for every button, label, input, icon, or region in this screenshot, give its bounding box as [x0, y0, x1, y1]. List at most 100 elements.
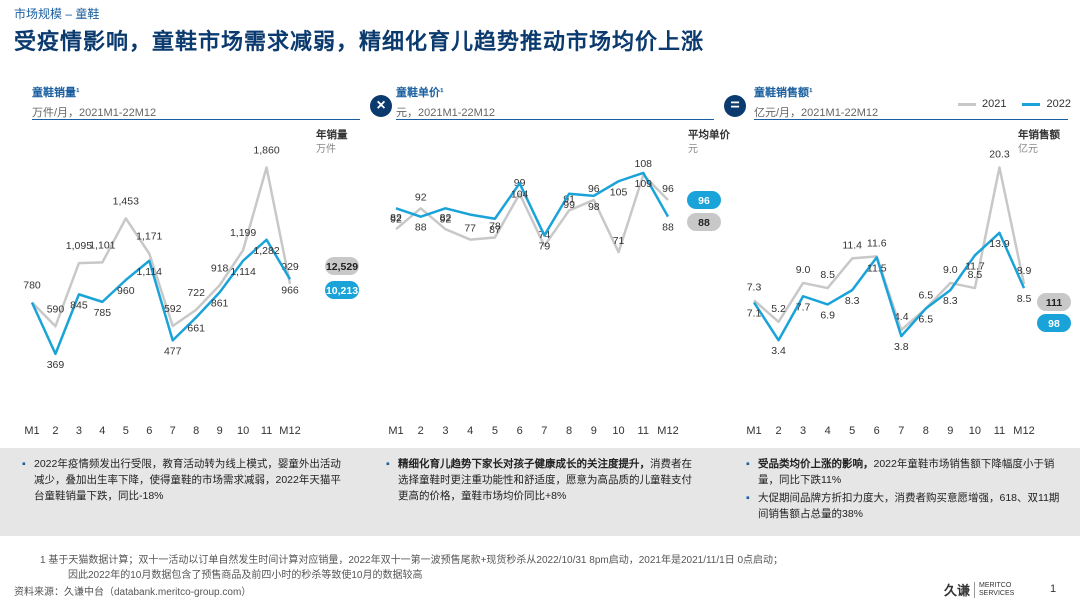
x-tick-label: 5: [492, 425, 498, 437]
annual-value-2022: 10,213: [326, 285, 358, 297]
note-item: ▪ 精细化育儿趋势下家长对孩子健康成长的关注度提升，消费者在选择童鞋时更注重功能…: [386, 456, 698, 504]
data-label-2022: 8.3: [845, 295, 860, 307]
data-label-2022: 11.5: [867, 262, 887, 274]
x-tick-label: 6: [146, 425, 152, 437]
data-label-2022: 966: [281, 284, 299, 296]
data-label-2022: 1,114: [137, 266, 163, 278]
bullet-icon: ▪: [22, 458, 26, 470]
data-label-2021: 11.4: [842, 239, 862, 251]
bullet-icon: ▪: [746, 492, 750, 504]
notes-band: [0, 448, 1080, 536]
data-label-2021: 1,199: [230, 227, 256, 239]
note-column-volume: ▪ 2022年疫情频发出行受限，教育活动转为线上模式，婴童外出活动减少，叠加出生…: [22, 456, 342, 506]
x-tick-label: 9: [217, 425, 223, 437]
annual-value-2021: 111: [1046, 297, 1063, 309]
x-tick-label: 11: [638, 425, 649, 437]
panel-title: 童鞋销售额¹: [754, 87, 813, 99]
x-tick-label: 10: [969, 425, 981, 437]
x-tick-label: M1: [746, 425, 761, 437]
x-tick-label: 8: [193, 425, 199, 437]
x-tick-label: 3: [800, 425, 806, 437]
data-label-2021: 96: [588, 183, 600, 195]
panel-title: 童鞋销量¹: [32, 87, 80, 99]
bullet-icon: ▪: [746, 458, 750, 470]
data-label-2022: 88: [662, 222, 674, 234]
data-label-2021: 722: [187, 287, 205, 299]
footnote-line: 1 基于天猫数据计算；双十一活动以订单自然发生时间计算对应销量，2022年双十一…: [40, 555, 784, 566]
note-text: 大促期间品牌方折扣力度大，消费者购买意愿增强，618、双11期间销售额占总量的3…: [758, 492, 1060, 520]
x-tick-label: 5: [849, 425, 855, 437]
annual-side-unit: 元: [688, 144, 698, 155]
panel-unit: 亿元/月，2021M1-22M12: [754, 107, 879, 119]
x-tick-label: M12: [1013, 425, 1034, 437]
annual-value-2021: 88: [698, 217, 710, 229]
series-line-2021: [31, 166, 292, 328]
x-tick-label: 3: [76, 425, 82, 437]
charts-canvas: M1 2 3 4 5 6 7 8 9 10 11 M127805901,0951,1011,4531,…: [23, 128, 1071, 437]
breadcrumb: 市场规模 – 童鞋: [14, 7, 100, 21]
x-tick-label: 8: [923, 425, 929, 437]
data-label-2021: 78: [489, 221, 501, 233]
data-label-2022: 88: [415, 222, 427, 234]
page-title: 受疫情影响，童鞋市场需求减弱，精细化育儿趋势推动市场均价上涨: [14, 29, 705, 54]
logo-en-line: SERVICES: [979, 589, 1015, 597]
data-label-2021: 1,453: [113, 195, 139, 207]
annual-value-2021: 12,529: [326, 261, 358, 273]
panel-title: 童鞋单价¹: [396, 87, 444, 99]
data-label-2022: 8.3: [943, 295, 958, 307]
annual-side-label: 平均单价: [688, 128, 730, 141]
data-label-2021: 4.4: [894, 311, 909, 323]
annual-side-unit: 亿元: [1018, 142, 1038, 155]
data-label-2021: 1,860: [253, 145, 279, 157]
data-label-2022: 861: [211, 297, 229, 309]
legend-swatch-2022: [1022, 102, 1041, 106]
x-tick-label: 10: [237, 425, 249, 437]
panel-header-volume: 童鞋销量¹ 万件/月，2021M1-22M12: [32, 84, 360, 120]
series-line-2022: [752, 231, 1026, 342]
x-tick-label: 9: [591, 425, 597, 437]
data-label-2021: 11.6: [867, 237, 887, 249]
annual-badge-2021: [325, 257, 359, 275]
data-label-2021: 1,095: [66, 240, 92, 252]
page-number: 1: [1050, 583, 1057, 595]
note-text: 消费者在选择童鞋时更注重功能性和舒适度，愿意为高品质的儿童鞋支付更高的价格，童鞋…: [398, 458, 692, 502]
data-label-2022: 785: [94, 307, 112, 319]
data-label-2021: 9.0: [943, 264, 958, 276]
data-label-2021: 1,101: [89, 239, 115, 251]
logo-en: MERITCO SERVICES: [974, 581, 1015, 598]
annual-side-label: 年销量: [316, 128, 348, 141]
data-label-2022: 1,114: [230, 266, 256, 278]
note-column-sales: ▪ 受品类均价上涨的影响，2022年童鞋市场销售额下降幅度小于销量，同比下跌11…: [746, 456, 1066, 524]
data-label-2022: 109: [635, 178, 653, 190]
logo-cn: 久谦: [944, 583, 971, 598]
annual-side-label: 年销售额: [1018, 128, 1060, 141]
annual-badge-2021: [687, 213, 721, 231]
panel-unit: 万件/月，2021M1-22M12: [32, 107, 157, 119]
x-tick-label: M12: [279, 425, 300, 437]
data-label-2022: 92: [390, 213, 402, 225]
data-label-2021: 77: [464, 223, 476, 235]
data-label-2022: 13.9: [989, 238, 1010, 250]
note-column-price: ▪ 精细化育儿趋势下家长对孩子健康成长的关注度提升，消费者在选择童鞋时更注重功能…: [386, 456, 698, 506]
data-label-2022: 8.5: [1017, 293, 1032, 305]
bullet-icon: ▪: [386, 458, 390, 470]
legend-label-2022: 2022: [1046, 98, 1071, 110]
annual-badge-2021: [1037, 293, 1071, 311]
data-label-2021: 8.5: [820, 269, 835, 281]
series-line-2021: [395, 173, 669, 254]
data-label-2021: 1,171: [136, 231, 162, 243]
panel-header-price: 童鞋单价¹ 元，2021M1-22M12: [396, 84, 714, 120]
data-label-2021: 5.2: [771, 303, 786, 315]
data-label-2022: 104: [511, 188, 529, 200]
data-label-2021: 8.9: [1017, 265, 1032, 277]
annual-side-unit: 万件: [316, 143, 336, 155]
x-tick-label: M1: [388, 425, 403, 437]
logo-en-line: MERITCO: [979, 581, 1012, 589]
x-tick-label: 11: [994, 425, 1005, 437]
company-logo: 久谦 MERITCO SERVICES: [944, 580, 1014, 599]
x-tick-label: M1: [24, 425, 39, 437]
legend-label-2021: 2021: [982, 98, 1007, 110]
data-label-2022: 7.1: [747, 307, 762, 319]
panel-unit: 元，2021M1-22M12: [396, 107, 496, 119]
data-label-2021: 20.3: [989, 148, 1010, 160]
